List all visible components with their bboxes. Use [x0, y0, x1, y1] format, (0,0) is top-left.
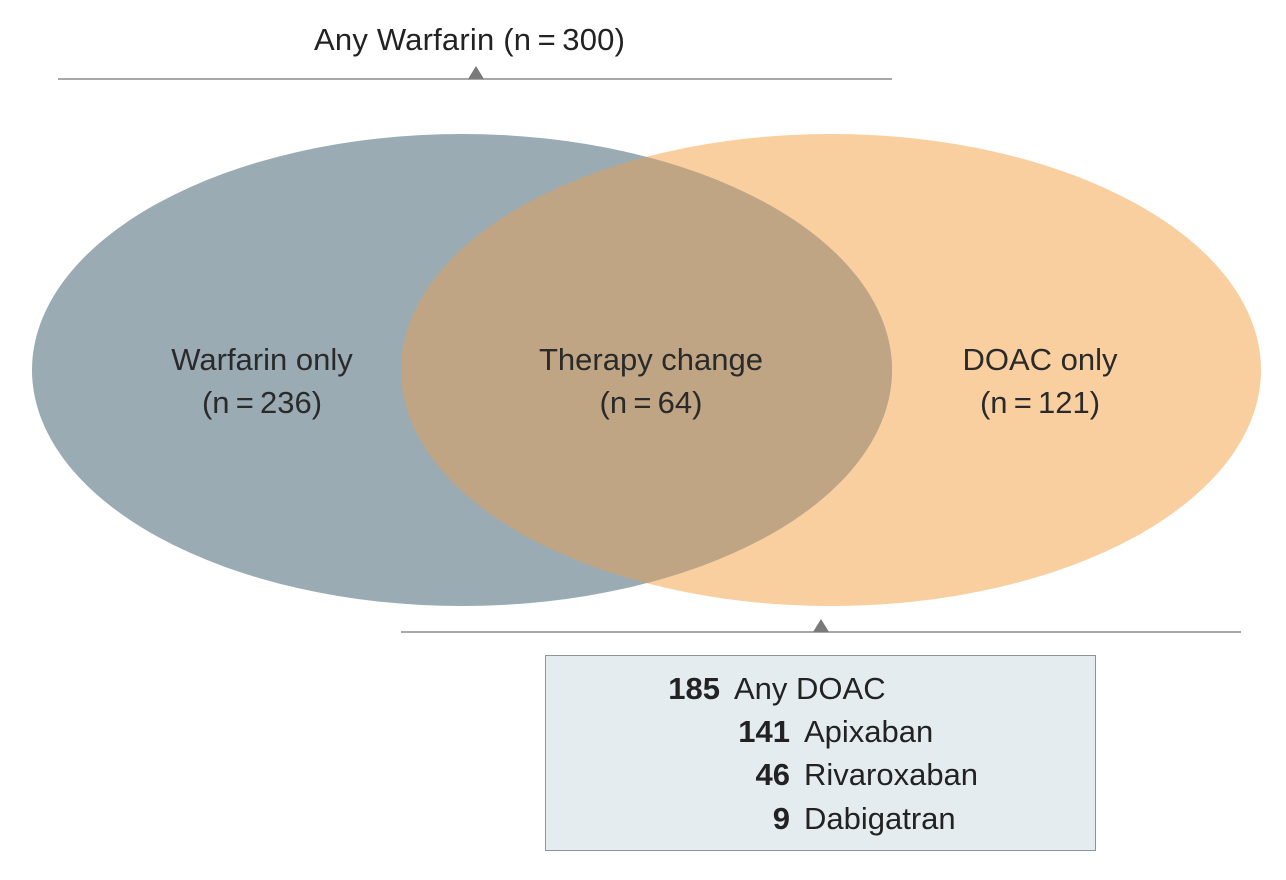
therapy-change-label: Therapy change [538, 342, 764, 377]
doac-row-label: Dabigatran [804, 801, 956, 836]
doac-row-value: 141 [738, 714, 790, 749]
warfarin-only-region-label: Warfarin only (n = 236) [156, 338, 368, 424]
therapy-change-region-label: Therapy change (n = 64) [528, 338, 774, 424]
doac-only-region-label: DOAC only (n = 121) [950, 338, 1130, 424]
doac-row-apixaban: 141 Apixaban [732, 712, 933, 752]
warfarin-bracket-arrow [468, 66, 484, 79]
doac-row-any: 185 Any DOAC [662, 669, 886, 709]
any-warfarin-label: Any Warfarin (n = 300) [314, 22, 626, 57]
doac-row-dabigatran: 9 Dabigatran [732, 799, 956, 839]
doac-row-rivaroxaban: 46 Rivaroxaban [732, 755, 979, 795]
doac-row-value: 46 [755, 757, 790, 792]
warfarin-only-label: Warfarin only [171, 342, 353, 377]
doac-only-label: DOAC only [962, 342, 1118, 377]
doac-bracket-arrow [813, 619, 829, 632]
warfarin-only-count: (n = 236) [201, 385, 323, 420]
doac-row-value: 185 [668, 671, 720, 706]
doac-row-label: Rivaroxaban [804, 757, 979, 792]
doac-row-label: Apixaban [804, 714, 934, 749]
overlap-region [401, 134, 892, 606]
doac-row-value: 9 [772, 801, 790, 836]
doac-breakdown-box: 185 Any DOAC 141 Apixaban 46 Rivaroxaban… [545, 655, 1096, 851]
therapy-change-count: (n = 64) [599, 385, 703, 420]
doac-only-count: (n = 121) [979, 385, 1101, 420]
doac-row-label: Any DOAC [734, 671, 886, 706]
